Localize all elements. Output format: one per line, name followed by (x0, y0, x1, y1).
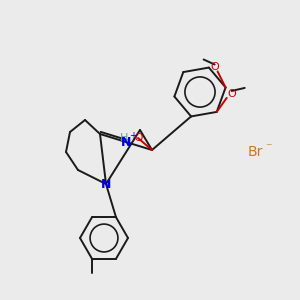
Text: O: O (227, 89, 236, 99)
Text: N: N (101, 178, 111, 190)
Text: O: O (210, 62, 219, 73)
Text: Br: Br (248, 145, 263, 159)
Text: .O: .O (132, 133, 144, 143)
Text: ⁻: ⁻ (265, 142, 272, 154)
Text: H: H (120, 133, 128, 143)
Text: N: N (121, 136, 131, 148)
Text: +: + (129, 131, 137, 141)
